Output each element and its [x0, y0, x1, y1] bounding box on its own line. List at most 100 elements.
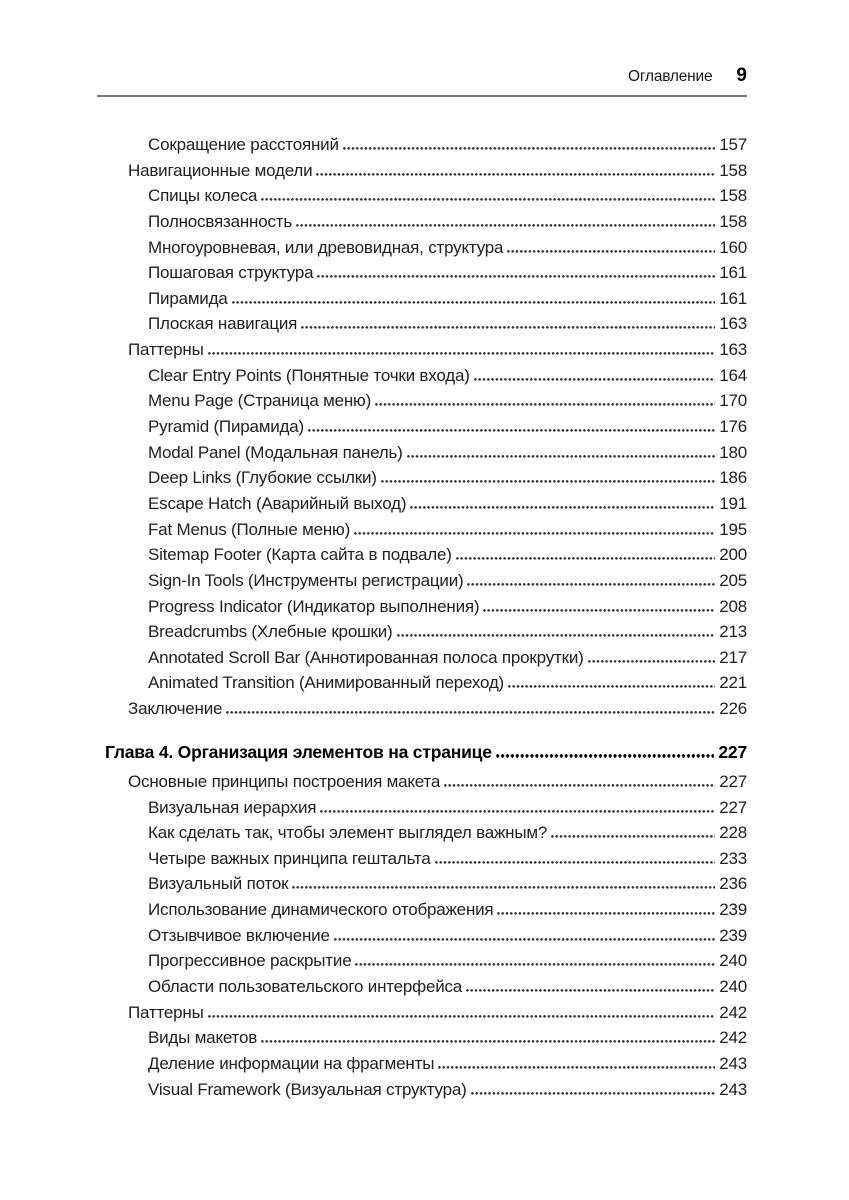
toc-entry: Многоуровневая, или древовидная, структу… — [97, 235, 747, 261]
toc-entry-title: Сокращение расстояний — [148, 135, 339, 154]
toc-entry-page: 186 — [719, 468, 747, 488]
toc-entry: Навигационные модели 158 — [97, 158, 747, 184]
dot-leader — [470, 1091, 716, 1095]
toc-entry: Escape Hatch (Аварийный выход) 191 — [97, 491, 747, 517]
page-content: Оглавление 9 Сокращение расстояний 157 Нав… — [97, 0, 747, 1102]
toc-entry-title: Использование динамического отображения — [148, 900, 494, 920]
toc-entry: Pyramid (Пирамида) 176 — [97, 414, 747, 440]
toc-entry: Сокращение расстояний 157 — [97, 132, 747, 158]
dot-leader — [466, 989, 716, 992]
toc-entry: Заключение 226 — [97, 696, 747, 722]
dot-leader — [354, 531, 716, 535]
toc-entry: Четыре важных принципа гештальта 233 — [97, 846, 747, 872]
toc-entry-page: 158 — [719, 186, 747, 206]
dot-leader — [292, 886, 716, 890]
toc-entry-page: 221 — [719, 673, 747, 693]
toc-entry-title: Deep Links (Глубокие ссылки) — [148, 468, 377, 488]
toc-entry: Annotated Scroll Bar (Аннотированная пол… — [97, 645, 747, 671]
dot-leader — [317, 275, 716, 279]
toc-entry-title: Четыре важных принципа гештальта — [148, 848, 431, 868]
toc-entry: Sitemap Footer (Карта сайта в подвале) 20… — [97, 542, 747, 568]
toc-entry: Animated Transition (Анимированный перех… — [97, 670, 747, 696]
toc-entry: Modal Panel (Модальная панель) 180 — [97, 440, 747, 466]
toc-entry-page: 227 — [719, 797, 747, 817]
dot-leader — [455, 557, 716, 561]
toc-entry-title: Полносвязанность — [148, 211, 293, 231]
dot-leader — [261, 198, 716, 202]
toc-entry-title: Progress Indicator (Индикатор выполнения… — [148, 596, 480, 616]
running-header: Оглавление 9 — [97, 0, 747, 87]
toc-entry-title: Паттерны — [128, 340, 204, 360]
toc-entry: Плоская навигация 163 — [97, 311, 747, 337]
toc-entry: Clear Entry Points (Понятные точки входа… — [97, 363, 747, 389]
toc-entry-page: 226 — [719, 699, 747, 719]
toc-entry-page: 191 — [719, 493, 747, 513]
toc-entry-title: Заключение — [128, 699, 223, 719]
dot-leader — [495, 754, 715, 758]
toc-entry-page: 236 — [719, 874, 747, 894]
toc-entry-page: 161 — [719, 288, 747, 308]
toc-entry-page: 176 — [719, 417, 747, 437]
toc-entry-title: Навигационные модели — [128, 160, 313, 180]
toc-entry-title: Breadcrumbs (Хлебные крошки) — [148, 622, 393, 642]
running-header-title: Оглавление — [628, 68, 713, 85]
toc-entry-title: Спицы колеса — [148, 186, 258, 206]
toc-entry: Progress Indicator (Индикатор выполнения… — [97, 594, 747, 620]
toc-entry: Отзывчивое включение 239 — [97, 923, 747, 949]
toc-entry: Fat Menus (Полные меню) 195 — [97, 517, 747, 543]
toc-entry: Deep Links (Глубокие ссылки) 186 — [97, 465, 747, 491]
toc-entry-page: 240 — [719, 951, 747, 971]
toc-entry-page: 228 — [719, 823, 747, 843]
dot-leader — [320, 809, 716, 813]
toc-entry-title: Основные принципы построения макета — [128, 771, 441, 791]
toc-entry-title: Visual Framework (Визуальная структура) — [148, 1079, 467, 1099]
dot-leader — [333, 937, 716, 941]
toc-entry: Использование динамического отображения 2… — [97, 897, 747, 923]
toc-entry-page: 227 — [718, 741, 747, 762]
toc-entry-title: Отзывчивое включение — [148, 925, 330, 945]
toc-entry: Breadcrumbs (Хлебные крошки) 213 — [97, 619, 747, 645]
toc-entry-title: Деление информации на фрагменты — [148, 1053, 435, 1073]
toc-entry-title: Animated Transition (Анимированный перех… — [148, 673, 505, 693]
toc-entry-title: Annotated Scroll Bar (Аннотированная пол… — [148, 647, 584, 667]
toc-entry-title: Виды макетов — [148, 1028, 258, 1048]
toc-entry: Прогрессивное раскрытие 240 — [97, 948, 747, 974]
toc-entry-title: Sitemap Footer (Карта сайта в подвале) — [148, 545, 452, 565]
dot-leader — [507, 249, 716, 253]
toc-entry: Визуальная иерархия 227 — [97, 795, 747, 821]
toc-entry-title: Пошаговая структура — [148, 263, 314, 283]
toc-entry-title: Pyramid (Пирамида) — [148, 417, 304, 437]
toc-entry-title: Как сделать так, чтобы элемент выглядел … — [148, 823, 548, 843]
dot-leader — [434, 860, 716, 864]
dot-leader — [207, 1014, 716, 1018]
dot-leader — [226, 711, 716, 715]
dot-leader — [410, 505, 716, 509]
page-number: 9 — [736, 65, 747, 86]
toc-entry: Visual Framework (Визуальная структура) 2… — [97, 1077, 747, 1103]
toc-entry-page: 161 — [719, 263, 747, 283]
toc-entry-page: 160 — [719, 237, 747, 257]
toc-entry-page: 242 — [719, 1002, 747, 1022]
toc-entry-page: 227 — [719, 771, 747, 791]
dot-leader — [231, 300, 716, 304]
toc-entry-page: 243 — [719, 1079, 747, 1099]
toc-entry-page: 158 — [719, 211, 747, 231]
dot-leader — [301, 326, 716, 330]
dot-leader — [473, 377, 716, 381]
toc-entry-page: 200 — [719, 545, 747, 565]
toc-entry-page: 213 — [719, 622, 747, 642]
toc-entry: Как сделать так, чтобы элемент выглядел … — [97, 820, 747, 846]
toc-entry-title: Modal Panel (Модальная панель) — [148, 442, 403, 462]
dot-leader — [396, 634, 716, 638]
toc-entry-title: Глава 4. Организация элементов на страни… — [105, 741, 492, 762]
dot-leader — [342, 147, 716, 150]
toc-entry-title: Паттерны — [128, 1002, 204, 1022]
toc-entry-title: Clear Entry Points (Понятные точки входа… — [148, 365, 470, 385]
dot-leader — [296, 223, 716, 227]
dot-leader — [380, 480, 716, 484]
toc-entry-page: 239 — [719, 925, 747, 945]
dot-leader — [307, 429, 716, 433]
dot-leader — [438, 1065, 716, 1069]
toc-entry-page: 233 — [719, 848, 747, 868]
dot-leader — [508, 685, 716, 689]
